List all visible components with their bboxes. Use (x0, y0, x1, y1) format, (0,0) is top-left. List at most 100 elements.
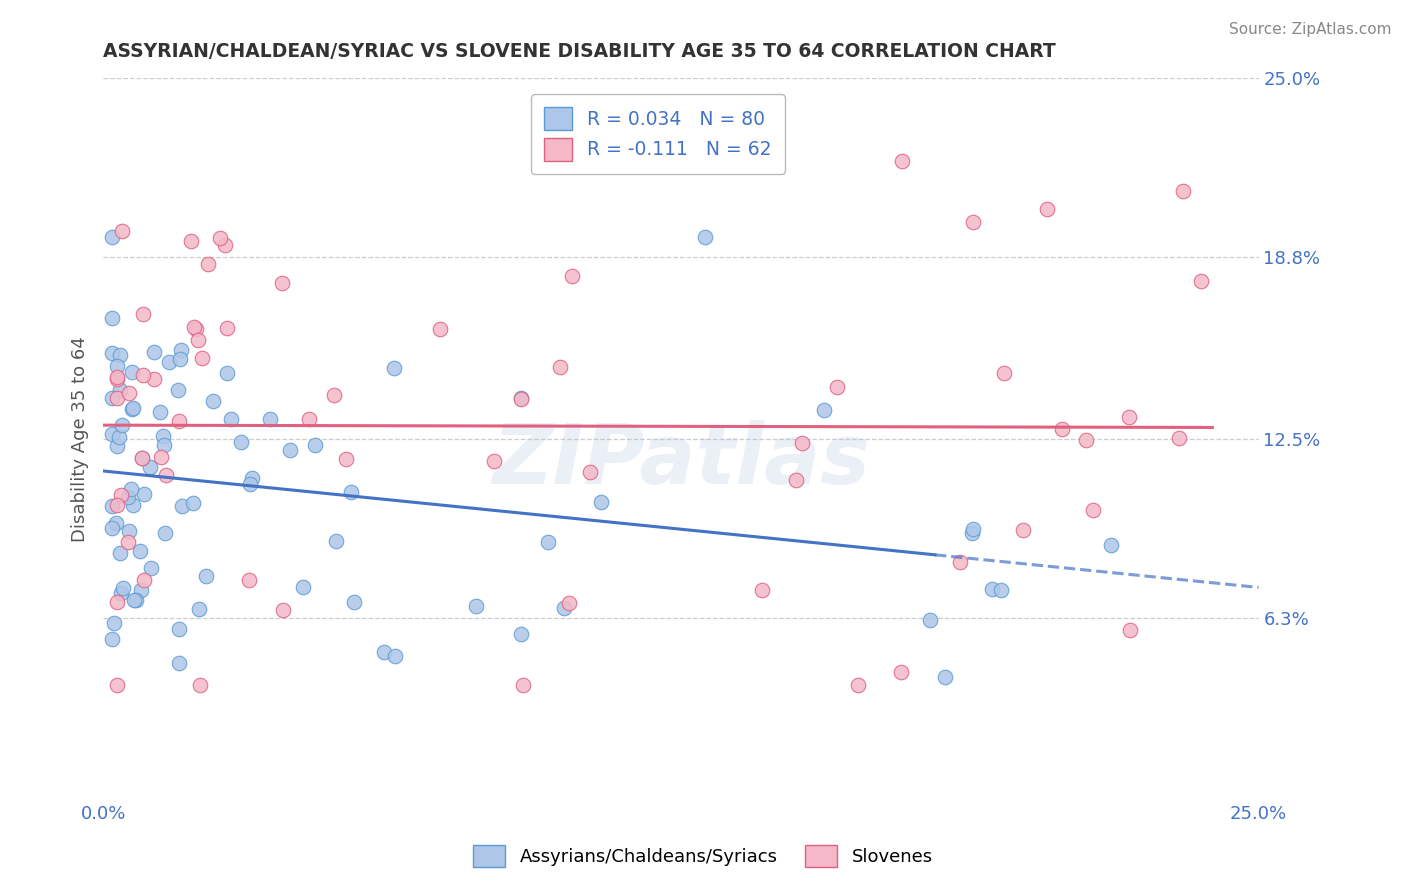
Point (558, 596, 581, 610)
Point (259, 411, 281, 425)
Point (105, 391, 128, 405)
Point (291, 580, 314, 594)
Point (1076, 433, 1098, 447)
Point (105, 359, 128, 373)
Point (139, 460, 162, 475)
Point (167, 656, 190, 670)
Point (101, 310, 124, 325)
Point (155, 467, 177, 482)
Point (152, 429, 174, 443)
Point (240, 471, 263, 485)
Point (373, 645, 395, 659)
Point (122, 593, 145, 607)
Y-axis label: Disability Age 35 to 64: Disability Age 35 to 64 (72, 336, 89, 542)
Point (122, 401, 145, 416)
Point (104, 516, 127, 530)
Point (188, 678, 211, 692)
Point (153, 526, 176, 541)
Point (1118, 410, 1140, 425)
Point (101, 391, 124, 405)
Point (217, 366, 239, 380)
Point (101, 521, 124, 535)
Point (101, 632, 124, 646)
Point (118, 385, 141, 400)
Point (1081, 503, 1104, 517)
Point (962, 522, 984, 536)
Point (484, 454, 506, 468)
Point (465, 599, 488, 613)
Point (197, 258, 219, 272)
Point (105, 594, 128, 608)
Point (949, 555, 972, 569)
Point (105, 498, 128, 512)
Point (920, 613, 942, 627)
Point (790, 435, 813, 450)
Point (101, 346, 124, 360)
Point (166, 383, 188, 397)
Point (429, 321, 451, 335)
Point (1036, 202, 1059, 216)
Point (105, 370, 128, 384)
Point (131, 451, 153, 466)
Point (1118, 624, 1140, 638)
Point (827, 380, 849, 394)
Point (142, 344, 165, 359)
Point (183, 319, 205, 334)
Point (167, 622, 190, 636)
Point (693, 229, 716, 244)
Point (132, 486, 155, 500)
Legend: R = 0.034   N = 80, R = -0.111   N = 62: R = 0.034 N = 80, R = -0.111 N = 62 (531, 95, 785, 174)
Point (108, 348, 131, 362)
Point (934, 670, 956, 684)
Point (751, 583, 773, 598)
Point (143, 372, 166, 386)
Point (180, 235, 202, 249)
Point (512, 678, 534, 692)
Point (105, 372, 128, 386)
Point (108, 383, 131, 397)
Point (153, 438, 176, 452)
Point (298, 412, 321, 426)
Point (382, 360, 405, 375)
Point (201, 393, 224, 408)
Point (1189, 274, 1212, 288)
Point (981, 582, 1004, 597)
Point (111, 224, 134, 238)
Point (111, 417, 134, 432)
Point (339, 484, 361, 499)
Point (157, 355, 180, 369)
Point (215, 321, 238, 335)
Point (993, 366, 1015, 380)
Point (537, 534, 560, 549)
Point (219, 412, 242, 426)
Point (149, 404, 172, 418)
Point (170, 343, 193, 357)
Point (132, 368, 155, 382)
Point (270, 276, 292, 290)
Point (131, 450, 153, 465)
Point (117, 490, 139, 504)
Point (229, 435, 252, 450)
Point (169, 351, 191, 366)
Point (111, 581, 134, 595)
Point (108, 546, 131, 560)
Point (110, 586, 132, 600)
Point (184, 322, 207, 336)
Point (132, 307, 155, 321)
Point (990, 582, 1012, 597)
Text: ZIPatlas: ZIPatlas (492, 420, 870, 501)
Point (846, 678, 869, 692)
Point (194, 569, 217, 583)
Point (280, 443, 302, 458)
Point (335, 452, 357, 467)
Point (107, 430, 129, 444)
Point (120, 482, 142, 496)
Point (813, 403, 835, 417)
Point (271, 603, 294, 617)
Point (1167, 431, 1189, 445)
Point (101, 229, 124, 244)
Point (962, 215, 984, 229)
Point (150, 450, 173, 464)
Point (170, 500, 193, 514)
Point (105, 678, 128, 692)
